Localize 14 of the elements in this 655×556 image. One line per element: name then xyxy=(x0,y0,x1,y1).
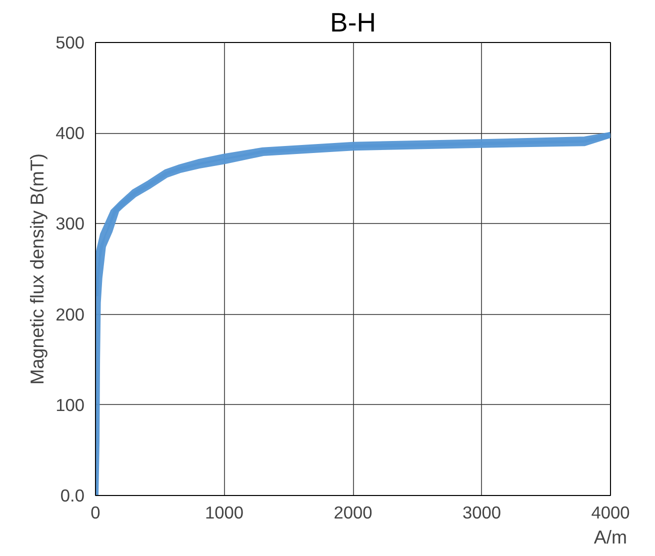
x-tick-label: 3000 xyxy=(462,502,502,522)
x-axis-title: A/m xyxy=(594,526,628,548)
x-tick-label: 0 xyxy=(90,502,100,522)
y-tick-label: 0.0 xyxy=(60,486,85,506)
y-tick-label: 500 xyxy=(56,32,85,52)
y-tick-label: 300 xyxy=(56,214,85,234)
x-tick-label: 2000 xyxy=(334,502,372,522)
y-tick-label: 400 xyxy=(56,123,85,144)
y-tick-label: 200 xyxy=(56,304,85,324)
x-tick-label: 4000 xyxy=(591,502,630,522)
y-axis-title: Magnetic flux density B(mT) xyxy=(26,153,48,385)
chart-title: B-H xyxy=(330,8,376,38)
y-tick-label: 100 xyxy=(56,394,85,415)
x-tick-label: 1000 xyxy=(204,502,244,522)
